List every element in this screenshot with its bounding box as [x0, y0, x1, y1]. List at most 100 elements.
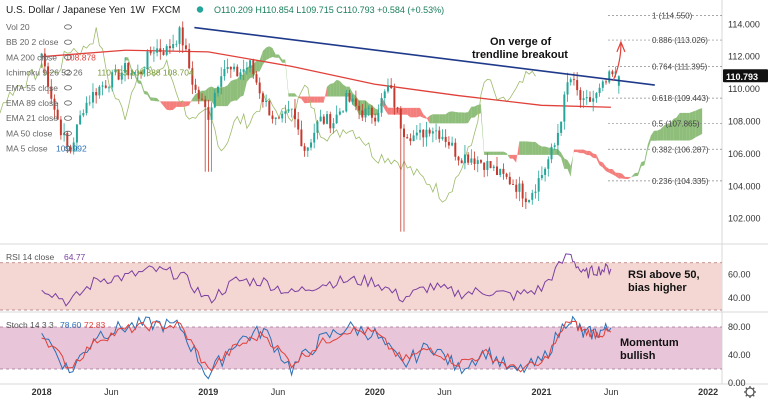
ichimoku-cloud-segment: [208, 86, 212, 102]
ichimoku-cloud-segment: [506, 153, 510, 159]
candle-body: [255, 74, 258, 83]
candle-body: [358, 105, 361, 111]
ichimoku-cloud-segment: [666, 123, 671, 141]
ichimoku-cloud-segment: [266, 46, 270, 61]
candle-body: [467, 154, 470, 163]
visibility-toggle-icon[interactable]: [64, 146, 72, 152]
candle-body: [463, 154, 466, 164]
candle-body: [130, 73, 133, 76]
ichimoku-cloud-segment: [310, 96, 315, 103]
candle-body: [422, 129, 425, 138]
ichimoku-cloud-segment: [618, 172, 622, 179]
candle-body: [512, 184, 515, 185]
candle-body: [310, 142, 313, 148]
candle-body: [143, 69, 146, 74]
candle-body: [367, 107, 370, 109]
ichimoku-cloud-segment: [169, 101, 174, 111]
settings-gear-tooth: [752, 394, 755, 397]
candle-body: [204, 99, 207, 108]
symbol-title: U.S. Dollar / Japanese Yen: [6, 5, 126, 16]
indicator-value: 110.793 104.888 108.704: [97, 68, 194, 78]
ichimoku-cloud-segment: [262, 47, 267, 65]
rsi-pane-label: RSI 14 close: [6, 252, 54, 262]
candle-body: [457, 156, 460, 161]
candle-body: [313, 132, 316, 143]
time-axis-label: Jun: [604, 387, 619, 397]
ichimoku-cloud-segment: [468, 106, 472, 124]
stoch-pane-label: Stoch 14 3 3: [6, 320, 54, 330]
candle-body: [544, 168, 547, 175]
candle-body: [274, 117, 277, 120]
stoch-k-value: 78.60: [60, 320, 82, 330]
candle-body: [326, 114, 329, 124]
candle-body: [576, 80, 579, 91]
ichimoku-cloud-segment: [426, 115, 430, 124]
ichimoku-cloud-segment: [147, 91, 151, 101]
ichimoku-cloud-segment: [294, 93, 299, 98]
candle-body: [495, 166, 498, 175]
candle-body: [486, 161, 489, 170]
indicator-name: EMA 21 close: [6, 113, 58, 123]
candle-body: [98, 86, 101, 96]
ichimoku-cloud-segment: [625, 176, 629, 180]
settings-gear-icon[interactable]: [744, 386, 756, 398]
indicator-name: MA 50 close: [6, 128, 53, 138]
visibility-toggle-icon[interactable]: [64, 24, 72, 30]
candle-body: [579, 90, 582, 101]
ichimoku-cloud-segment: [323, 86, 327, 103]
candle-body: [396, 107, 399, 109]
candle-body: [386, 85, 389, 92]
candle-body: [403, 128, 405, 138]
price-scale-bg: [722, 0, 768, 401]
ichimoku-cloud-segment: [413, 107, 417, 118]
ichimoku-cloud-segment: [631, 172, 635, 177]
stoch-k-line: [41, 315, 612, 380]
candle-body: [162, 51, 165, 55]
rsi-axis-tick: 60.00: [728, 270, 751, 280]
price-axis-tick: 108.000: [728, 117, 761, 127]
candle-body: [605, 81, 608, 83]
candle-body: [188, 49, 191, 69]
ichimoku-cloud-segment: [605, 166, 610, 173]
indicator-name: Vol 20: [6, 22, 30, 32]
candle-body: [271, 115, 274, 120]
rsi-annotation-line2: bias higher: [628, 282, 687, 294]
ichimoku-cloud-segment: [599, 161, 603, 168]
candle-body: [592, 98, 595, 102]
visibility-toggle-icon[interactable]: [64, 130, 72, 136]
candle-body: [43, 53, 46, 67]
ichimoku-cloud-segment: [163, 101, 167, 110]
ichimoku-cloud-segment: [304, 96, 308, 104]
visibility-toggle-icon[interactable]: [64, 54, 72, 61]
ohlc-readout: O110.209 H110.854 L109.715 C110.793 +0.5…: [214, 5, 444, 15]
ichimoku-cloud-segment: [573, 149, 578, 153]
ichimoku-cloud-segment: [131, 67, 135, 76]
ichimoku-cloud-segment: [288, 93, 292, 97]
visibility-toggle-icon[interactable]: [64, 39, 72, 45]
visibility-toggle-icon[interactable]: [64, 85, 72, 91]
candle-body: [95, 92, 98, 96]
ichimoku-cloud-segment: [336, 79, 340, 97]
candle-body: [515, 184, 518, 192]
ichimoku-cloud-segment: [221, 87, 225, 107]
candle-body: [598, 87, 601, 94]
ichimoku-cloud-segment: [291, 93, 295, 97]
candle-body: [572, 79, 575, 81]
candle-body: [508, 176, 511, 185]
ichimoku-cloud-segment: [647, 135, 651, 151]
time-axis-label: 2020: [365, 387, 385, 397]
candle-body: [354, 98, 357, 106]
ichimoku-cloud-segment: [166, 101, 170, 111]
candle-body: [293, 108, 296, 120]
breakout-arrow-head: [616, 40, 626, 53]
ichimoku-cloud-segment: [567, 160, 571, 177]
ichimoku-cloud-segment: [695, 109, 699, 138]
visibility-toggle-icon[interactable]: [64, 100, 72, 106]
visibility-toggle-icon[interactable]: [64, 115, 72, 121]
stoch-d-value: 72.83: [84, 320, 106, 330]
visibility-toggle-icon[interactable]: [64, 70, 72, 76]
last-price-box: [723, 69, 768, 83]
ichimoku-cloud-segment: [532, 141, 536, 155]
ichimoku-lagging-line: [0, 27, 536, 203]
